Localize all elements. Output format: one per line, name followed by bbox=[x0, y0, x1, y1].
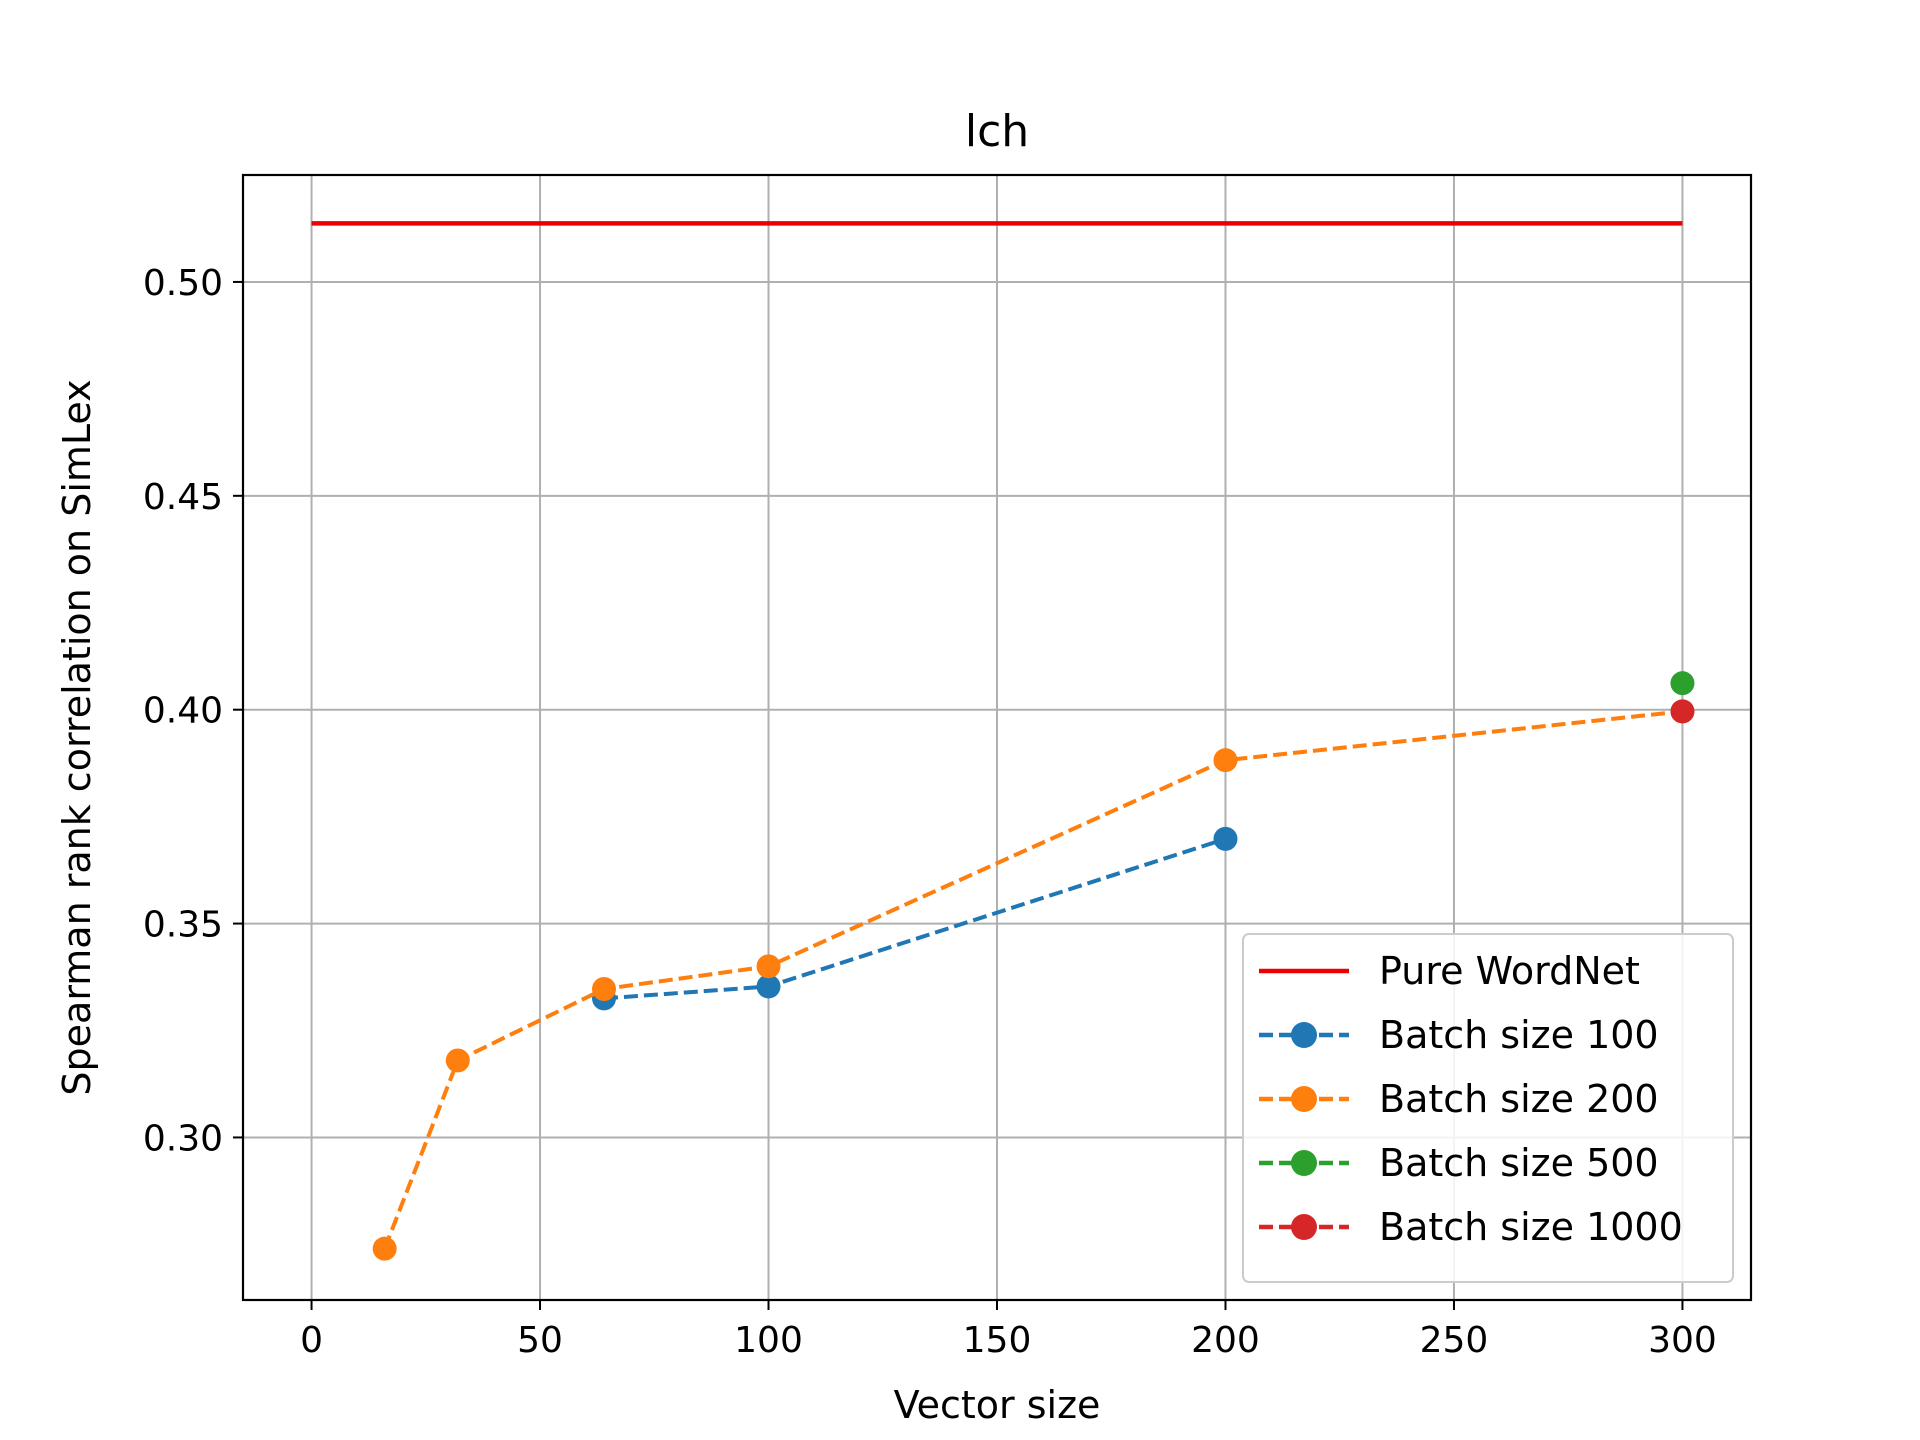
y-tick-label: 0.30 bbox=[143, 1118, 223, 1159]
data-point bbox=[756, 974, 781, 999]
legend-label: Pure WordNet bbox=[1379, 949, 1640, 993]
legend-label: Batch size 1000 bbox=[1379, 1205, 1683, 1249]
legend-swatch-marker bbox=[1291, 1086, 1317, 1112]
series-line bbox=[382, 709, 1683, 1250]
x-tick-label: 250 bbox=[1420, 1320, 1489, 1361]
legend: Pure WordNet Batch size 100 Batch size 200… bbox=[1242, 933, 1734, 1283]
x-tick-label: 150 bbox=[963, 1320, 1032, 1361]
legend-swatch-marker bbox=[1291, 1150, 1317, 1176]
series-layer bbox=[311, 221, 1695, 1261]
axis-ticks: 0 50 100 150 200 250 300 0.30 0.35 0.40 0.45 0.50 bbox=[143, 263, 1717, 1361]
legend-box bbox=[1242, 933, 1734, 1283]
data-point bbox=[372, 1236, 397, 1261]
grid bbox=[243, 175, 1751, 1300]
chart-title: lch bbox=[965, 106, 1029, 157]
legend-swatch-marker bbox=[1291, 1022, 1317, 1048]
data-point bbox=[1670, 671, 1695, 696]
legend-label: Batch size 200 bbox=[1379, 1077, 1659, 1121]
x-tick-label: 0 bbox=[300, 1320, 323, 1361]
legend-label: Batch size 500 bbox=[1379, 1141, 1659, 1185]
y-tick-label: 0.35 bbox=[143, 905, 223, 946]
data-point bbox=[445, 1048, 470, 1073]
data-point bbox=[1213, 826, 1238, 851]
data-point bbox=[1670, 699, 1695, 724]
legend-swatch-marker bbox=[1291, 1214, 1317, 1240]
x-tick-label: 200 bbox=[1191, 1320, 1260, 1361]
data-point bbox=[756, 954, 781, 979]
y-tick-label: 0.50 bbox=[143, 263, 223, 304]
y-tick-label: 0.40 bbox=[143, 691, 223, 732]
legend-label: Batch size 100 bbox=[1379, 1013, 1659, 1057]
x-tick-label: 100 bbox=[734, 1320, 803, 1361]
y-tick-label: 0.45 bbox=[143, 477, 223, 518]
data-point bbox=[592, 977, 617, 1002]
x-tick-label: 300 bbox=[1648, 1320, 1717, 1361]
x-axis-label: Vector size bbox=[894, 1383, 1101, 1427]
y-axis-label: Spearman rank correlation on SimLex bbox=[55, 379, 99, 1095]
data-point bbox=[1213, 748, 1238, 773]
x-tick-label: 50 bbox=[517, 1320, 563, 1361]
